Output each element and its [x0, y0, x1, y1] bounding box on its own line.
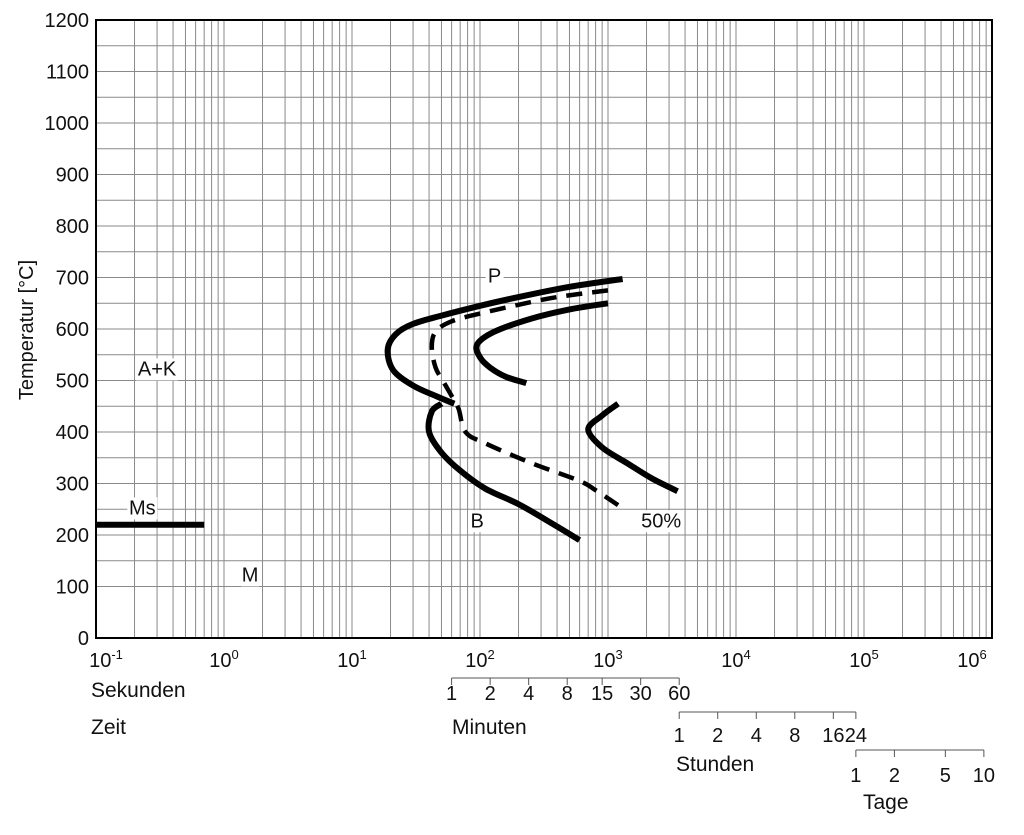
annotation-bg [136, 358, 179, 381]
dashed-curve-50-percent [429, 288, 620, 507]
plot-frame [95, 19, 993, 639]
time-scale-tick-label: 5 [940, 765, 951, 787]
time-scale-tick-label: 8 [789, 725, 800, 747]
time-scale-tick-label: 1 [674, 725, 685, 747]
x-tick-label: 103 [593, 647, 622, 672]
grid-lines [96, 20, 992, 638]
annotation-bg [485, 265, 504, 288]
y-tick-label: 0 [78, 628, 89, 650]
y-tick-label: 900 [56, 165, 89, 187]
x-axis-name: Zeit [91, 716, 126, 739]
solid-curve [384, 276, 624, 407]
time-scale-tick-label: 15 [591, 683, 613, 705]
time-scale-tick-label: 60 [668, 683, 690, 705]
annotation-bg [640, 510, 683, 533]
time-scale-tick-label: 10 [973, 765, 995, 787]
annotation-label: M [242, 564, 259, 586]
y-tick-label: 500 [56, 371, 89, 393]
x-tick-label: 100 [209, 647, 238, 672]
transformation-curves [96, 276, 679, 543]
y-tick-label: 100 [56, 577, 89, 599]
annotation-label: A+K [138, 358, 177, 380]
time-scale-tick-label: 30 [630, 683, 652, 705]
y-tick-label: 300 [56, 474, 89, 496]
y-tick-label: 1000 [45, 113, 90, 135]
time-scale-tick-label: 4 [523, 683, 534, 705]
x-tick-label: 106 [957, 647, 986, 672]
annotation-label: P [488, 266, 501, 288]
annotations: P A+K Ms B 50% M [127, 265, 683, 587]
x-tick-label: 104 [721, 647, 750, 672]
y-tick-label: 600 [56, 319, 89, 341]
annotation-bg [127, 497, 158, 520]
time-scale-tick-label: 2 [712, 725, 723, 747]
x-axis-ticks: 10-1 100 101 102 103 104 105 106 [89, 647, 987, 672]
time-scale-name: Tage [863, 791, 909, 814]
annotation-label: Ms [129, 497, 156, 519]
y-axis-label: Temperatur [°C] [16, 260, 38, 400]
annotation-label: 50% [641, 510, 681, 532]
time-scale-tick-label: 1 [446, 683, 457, 705]
x-tick-label: 101 [337, 647, 366, 672]
solid-curve [473, 300, 609, 386]
y-axis-ticks: 0 100 200 300 400 500 600 700 800 900 1000 1100 1200 [45, 10, 90, 650]
y-tick-label: 1100 [46, 62, 89, 84]
y-tick-label: 200 [56, 525, 89, 547]
solid-curve [425, 401, 582, 543]
x-tick-label: 10-1 [89, 647, 123, 672]
time-scale-tick-label: 24 [845, 725, 867, 747]
y-tick-label: 800 [56, 216, 89, 238]
y-tick-label: 400 [56, 422, 89, 444]
time-scale-tick-label: 8 [562, 683, 573, 705]
annotation-bg [241, 564, 260, 587]
solid-curve [585, 401, 679, 494]
x-tick-label: 105 [849, 647, 878, 672]
time-scale-name: Stunden [676, 753, 754, 776]
x-tick-label: 102 [465, 647, 494, 672]
annotation-bg [468, 510, 487, 533]
time-scale-name: Minuten [452, 716, 527, 739]
annotation-label: B [470, 510, 483, 532]
time-scale-tick-label: 2 [485, 683, 496, 705]
time-scale-tick-label: 1 [850, 765, 861, 787]
time-scale-tick-label: 4 [751, 725, 762, 747]
time-scale-tick-label: 16 [822, 725, 844, 747]
y-tick-label: 1200 [45, 10, 90, 32]
x-unit-label: Sekunden [91, 679, 186, 702]
time-scale-tick-label: 2 [889, 765, 900, 787]
y-tick-label: 700 [56, 268, 89, 290]
